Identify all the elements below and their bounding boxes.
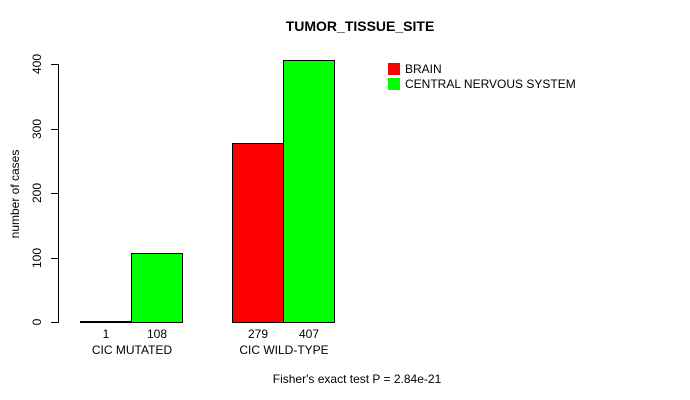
- legend-item-brain: BRAIN: [388, 62, 576, 76]
- y-axis-line: [58, 64, 59, 323]
- legend-swatch-brain: [388, 63, 400, 75]
- legend-swatch-central-nervous-system: [388, 78, 400, 90]
- y-tick-mark: [51, 129, 58, 130]
- y-tick-mark: [51, 322, 58, 323]
- x-category-label: CIC WILD-TYPE: [239, 343, 329, 357]
- bar-brain-2: [232, 143, 284, 323]
- y-tick-label: 100: [30, 247, 44, 269]
- legend-label-brain: BRAIN: [405, 62, 442, 76]
- bar-central-nervous-system-2: [283, 60, 335, 323]
- bar-brain-1: [80, 321, 132, 323]
- bar-value-label: 279: [247, 327, 269, 341]
- legend-item-central-nervous-system: CENTRAL NERVOUS SYSTEM: [388, 77, 576, 91]
- y-tick-label: 0: [30, 318, 44, 326]
- y-axis-title: number of cases: [8, 149, 22, 239]
- chart-title: TUMOR_TISSUE_SITE: [285, 18, 435, 34]
- y-tick-mark: [51, 64, 58, 65]
- bar-value-label: 108: [146, 327, 168, 341]
- x-category-label: CIC MUTATED: [91, 343, 173, 357]
- y-tick-label: 300: [30, 118, 44, 140]
- bar-value-label: 407: [298, 327, 320, 341]
- legend: BRAIN CENTRAL NERVOUS SYSTEM: [388, 62, 576, 92]
- fisher-test-annotation: Fisher's exact test P = 2.84e-21: [272, 372, 442, 386]
- bar-central-nervous-system-1: [131, 253, 183, 323]
- y-tick-label: 200: [30, 182, 44, 204]
- bar-value-label: 1: [102, 327, 110, 341]
- y-tick-mark: [51, 193, 58, 194]
- y-tick-mark: [51, 258, 58, 259]
- y-tick-label: 400: [30, 53, 44, 75]
- legend-label-central-nervous-system: CENTRAL NERVOUS SYSTEM: [405, 77, 576, 91]
